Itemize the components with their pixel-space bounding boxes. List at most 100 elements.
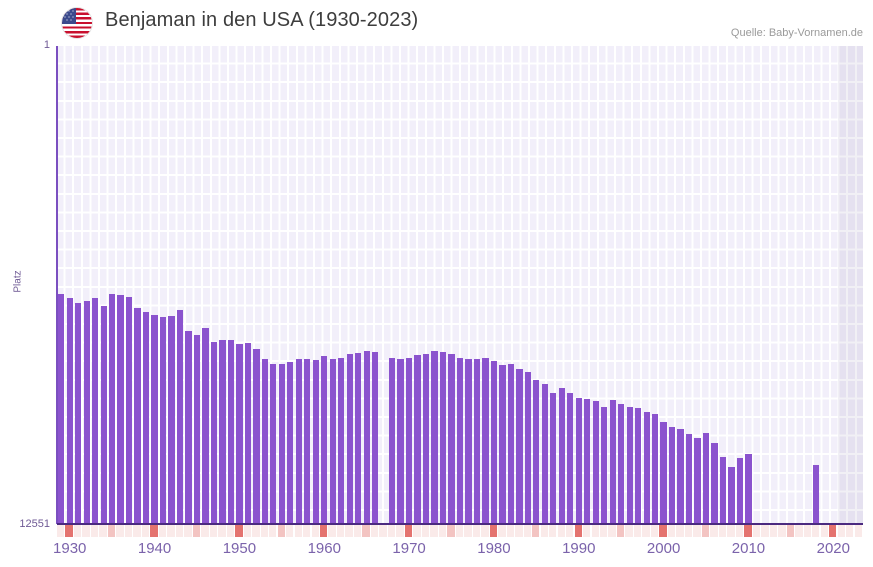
bar[interactable] <box>159 317 167 524</box>
decade-tick-cell <box>803 525 811 537</box>
page-title: Benjaman in den USA (1930-2023) <box>105 9 419 31</box>
bar[interactable] <box>524 372 531 524</box>
bar[interactable] <box>312 360 319 524</box>
bar[interactable] <box>439 351 447 524</box>
y-axis-bottom-label: 12551 <box>19 518 50 530</box>
bar[interactable] <box>202 327 209 524</box>
bar[interactable] <box>507 364 515 524</box>
bar[interactable] <box>516 368 523 524</box>
decade-tick-cell <box>498 525 506 537</box>
decade-tick-cell <box>523 525 531 537</box>
bar[interactable] <box>134 307 141 524</box>
bar[interactable] <box>346 354 353 524</box>
bar[interactable] <box>601 406 608 524</box>
bar[interactable] <box>651 413 659 524</box>
bar[interactable] <box>422 353 430 524</box>
bar[interactable] <box>609 400 616 524</box>
bar[interactable] <box>448 353 455 524</box>
bar[interactable] <box>338 358 345 524</box>
bar[interactable] <box>372 352 379 524</box>
bar[interactable] <box>405 358 413 524</box>
bar[interactable] <box>287 362 294 524</box>
bar[interactable] <box>711 442 718 524</box>
bar[interactable] <box>431 351 438 524</box>
bar[interactable] <box>83 301 90 524</box>
bar[interactable] <box>643 412 650 524</box>
decade-tick-cell <box>320 525 328 537</box>
bar[interactable] <box>473 359 481 524</box>
bar[interactable] <box>193 334 201 524</box>
bar[interactable] <box>109 294 116 524</box>
bar[interactable] <box>660 422 667 524</box>
bar[interactable] <box>618 404 625 524</box>
decade-tick-cell <box>795 525 803 537</box>
bar[interactable] <box>533 379 540 524</box>
decade-tick-cell <box>243 525 252 537</box>
decade-tick-cell <box>566 525 574 537</box>
bar[interactable] <box>635 407 642 524</box>
bar[interactable] <box>668 427 676 524</box>
bar[interactable] <box>456 357 464 524</box>
bar[interactable] <box>685 434 693 524</box>
bar[interactable] <box>210 341 218 524</box>
bar[interactable] <box>151 314 158 524</box>
bar[interactable] <box>253 348 260 524</box>
bar[interactable] <box>728 466 735 524</box>
bar[interactable] <box>558 388 565 524</box>
bar[interactable] <box>626 407 633 524</box>
bar[interactable] <box>702 432 710 524</box>
bar[interactable] <box>584 399 591 524</box>
bar[interactable] <box>482 358 489 524</box>
bar[interactable] <box>321 356 328 524</box>
bar[interactable] <box>363 351 370 524</box>
bar[interactable] <box>219 340 226 524</box>
decade-tick-cell <box>633 525 642 537</box>
decade-tick-cell <box>303 525 311 537</box>
bar[interactable] <box>499 365 506 524</box>
y-axis-top-label: 1 <box>43 39 50 51</box>
decade-tick-cell <box>489 525 498 537</box>
bar[interactable] <box>244 342 252 524</box>
bar[interactable] <box>575 398 582 524</box>
bar[interactable] <box>125 296 133 524</box>
bar[interactable] <box>117 294 124 524</box>
bar[interactable] <box>397 359 404 524</box>
bar[interactable] <box>185 330 192 524</box>
decade-tick-cell <box>116 525 124 537</box>
bar[interactable] <box>58 294 65 524</box>
bar[interactable] <box>176 309 184 524</box>
bar[interactable] <box>550 392 557 524</box>
bar[interactable] <box>592 401 599 524</box>
bar[interactable] <box>227 340 235 524</box>
bar[interactable] <box>92 298 99 524</box>
bar[interactable] <box>677 428 684 524</box>
bar[interactable] <box>813 464 820 524</box>
bar[interactable] <box>75 303 82 524</box>
bar[interactable] <box>100 306 107 524</box>
bar[interactable] <box>66 298 73 524</box>
bar[interactable] <box>745 453 752 524</box>
decade-tick-cell <box>625 525 633 537</box>
bar[interactable] <box>694 438 701 524</box>
bar[interactable] <box>236 344 243 524</box>
bar[interactable] <box>465 358 472 524</box>
bar[interactable] <box>541 384 548 524</box>
bar[interactable] <box>168 316 175 524</box>
bar[interactable] <box>142 312 150 524</box>
bar[interactable] <box>388 357 396 524</box>
bar[interactable] <box>736 458 744 524</box>
bar[interactable] <box>278 363 285 524</box>
bar[interactable] <box>270 363 277 524</box>
bar[interactable] <box>355 352 362 524</box>
bar[interactable] <box>261 359 268 524</box>
bar[interactable] <box>567 393 574 524</box>
bar[interactable] <box>295 359 302 524</box>
bar[interactable] <box>304 358 311 524</box>
bar[interactable] <box>414 355 421 524</box>
bar[interactable] <box>719 456 727 524</box>
bar[interactable] <box>329 359 336 524</box>
chart-header: Benjaman in den USA (1930-2023) Quelle: … <box>0 0 873 46</box>
decade-tick-cell <box>218 525 226 537</box>
decade-tick-cell <box>336 525 345 537</box>
bar[interactable] <box>490 361 498 524</box>
